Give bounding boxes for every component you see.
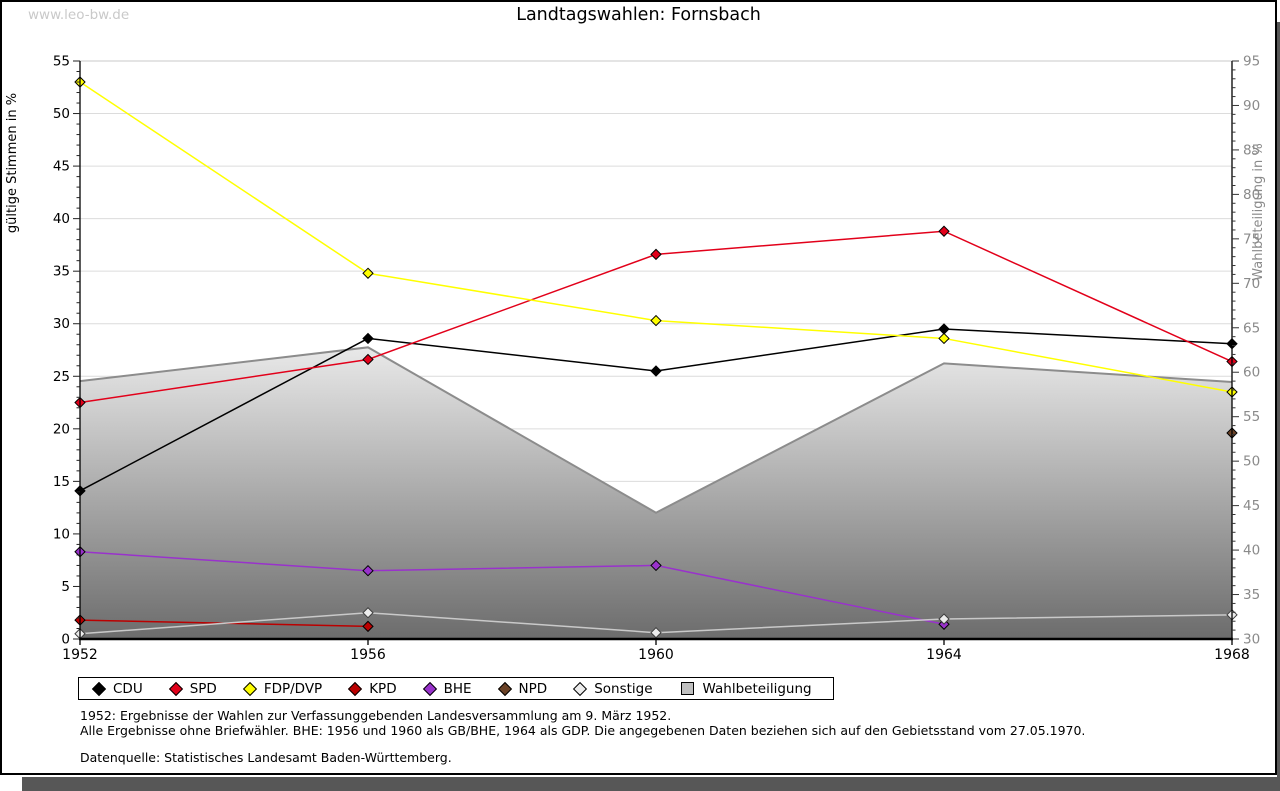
left-tick-label-30: 30 [53,316,70,332]
legend-item-npd: NPD [497,680,548,697]
legend-label-fdp-dvp: FDP/DVP [263,680,323,697]
left-axis: 0 5 10 15 20 25 30 35 40 45 50 55 gültige Stimmen in… [5,54,80,648]
legend-label-sonstige: Sonstige [594,680,653,697]
right-tick-label-50: 50 [1243,454,1260,470]
marker-spd-1964 [938,225,950,237]
line-fdp-dvp [79,81,1233,393]
right-axis: 30 35 40 45 50 55 60 65 70 75 80 85 90 95 Wahlbeteilig… [1232,54,1266,648]
right-tick-label-85: 85 [1243,142,1260,158]
right-tick-label-45: 45 [1243,498,1260,514]
marker-cdu-1964 [938,323,950,335]
legend-marker-sonstige-icon [573,681,588,696]
left-tick-label-20: 20 [53,421,70,437]
marker-fdp-dvp-1956 [362,267,374,279]
legend-label-spd: SPD [189,680,217,697]
turnout-area-border [79,346,1233,514]
marker-bhe-1960 [650,559,662,572]
series-fdp-dvp [74,76,1238,398]
left-tick-label-5: 5 [61,579,70,595]
right-tick-label-40: 40 [1243,543,1260,559]
legend-label-wahlbeteiligung: Wahlbeteiligung [702,680,812,697]
legend-item-kpd: KPD [348,680,397,697]
line-bhe [79,551,945,626]
marker-sonstige-1956 [362,607,374,619]
x-axis: 1952 1956 1960 1964 1968 [62,639,1250,663]
left-tick-label-0: 0 [61,632,70,648]
footnote-line-2: Alle Ergebnisse ohne Briefwähler. BHE: 1… [80,722,1086,738]
legend-marker-wahlbeteiligung-icon [680,682,694,695]
left-tick-label-45: 45 [53,159,70,175]
left-tick-label-55: 55 [53,54,70,70]
frame-shadow-bottom [22,777,1280,791]
legend-item-wahlbeteiligung: Wahlbeteiligung [680,680,812,697]
right-tick-label-60: 60 [1243,365,1260,381]
right-tick-label-90: 90 [1243,98,1260,114]
legend-label-kpd: KPD [369,680,397,697]
right-tick-label-35: 35 [1243,587,1260,603]
marker-spd-1956 [362,353,374,366]
legend-label-cdu: CDU [113,680,143,697]
legend-label-bhe: BHE [443,680,472,697]
x-tick-label-1960: 1960 [638,647,674,663]
legend-marker-kpd-icon [348,681,363,696]
legend-item-bhe: BHE [422,680,472,697]
right-axis-title: Wahlbeteiligung in % [1251,143,1266,280]
right-tick-label-70: 70 [1243,276,1260,292]
left-axis-title: gültige Stimmen in % [5,93,20,233]
legend-label-npd: NPD [518,680,548,697]
left-tick-label-10: 10 [53,526,70,542]
right-tick-label-75: 75 [1243,231,1260,247]
legend-item-fdp-dvp: FDP/DVP [242,680,323,697]
marker-kpd-1956 [362,620,374,633]
legend-marker-cdu-icon [91,681,107,696]
right-tick-label-80: 80 [1243,187,1260,203]
legend-item-cdu: CDU [91,680,143,697]
left-tick-label-50: 50 [53,106,70,122]
legend-marker-bhe-icon [422,681,437,696]
marker-spd-1960 [650,248,662,261]
footnotes: 1952: Ergebnisse der Wahlen zur Verfassu… [80,708,1086,766]
footnote-line-1: 1952: Ergebnisse der Wahlen zur Verfassu… [80,708,672,723]
marker-sonstige-1960 [650,626,662,639]
turnout-area-fill [80,347,1232,639]
marker-bhe-1956 [362,564,374,577]
data-source-note: Datenquelle: Statistisches Landesamt Bad… [80,750,452,765]
legend-marker-fdp-dvp-icon [242,681,257,696]
x-tick-label-1956: 1956 [350,647,386,663]
legend-item-spd: SPD [168,680,217,697]
left-tick-label-35: 35 [53,264,70,280]
watermark-link: www.leo-bw.de [28,7,130,23]
left-tick-label-15: 15 [53,474,70,490]
x-tick-label-1952: 1952 [62,647,98,663]
marker-sonstige-1964 [938,613,950,625]
legend-marker-npd-icon [497,681,512,696]
frame-shadow-right [1277,22,1280,777]
series-cdu [74,323,1238,497]
chart-legend: CDU SPD FDP/DVP KPD BHE NPD Sonstige Wahlbeteil… [78,677,834,700]
chart-title: Landtagswahlen: Fornsbach [516,5,761,25]
turnout-area-wahlbeteiligung [79,346,1233,639]
election-line-chart: 0 5 10 15 20 25 30 35 40 45 50 55 gültige Stimmen in… [5,54,1266,664]
right-tick-label-30: 30 [1243,632,1260,648]
x-tick-label-1968: 1968 [1214,647,1250,663]
x-tick-label-1964: 1964 [926,647,962,663]
marker-cdu-1956 [362,332,374,345]
marker-cdu-1960 [650,365,662,377]
marker-fdp-dvp-1960 [650,314,662,327]
right-tick-label-55: 55 [1243,409,1260,425]
left-tick-label-40: 40 [53,211,70,227]
legend-marker-spd-icon [168,681,183,696]
legend-item-sonstige: Sonstige [573,680,653,697]
right-tick-label-65: 65 [1243,320,1260,336]
left-tick-label-25: 25 [53,369,70,385]
marker-fdp-dvp-1964 [938,332,950,345]
right-tick-label-95: 95 [1243,54,1260,70]
